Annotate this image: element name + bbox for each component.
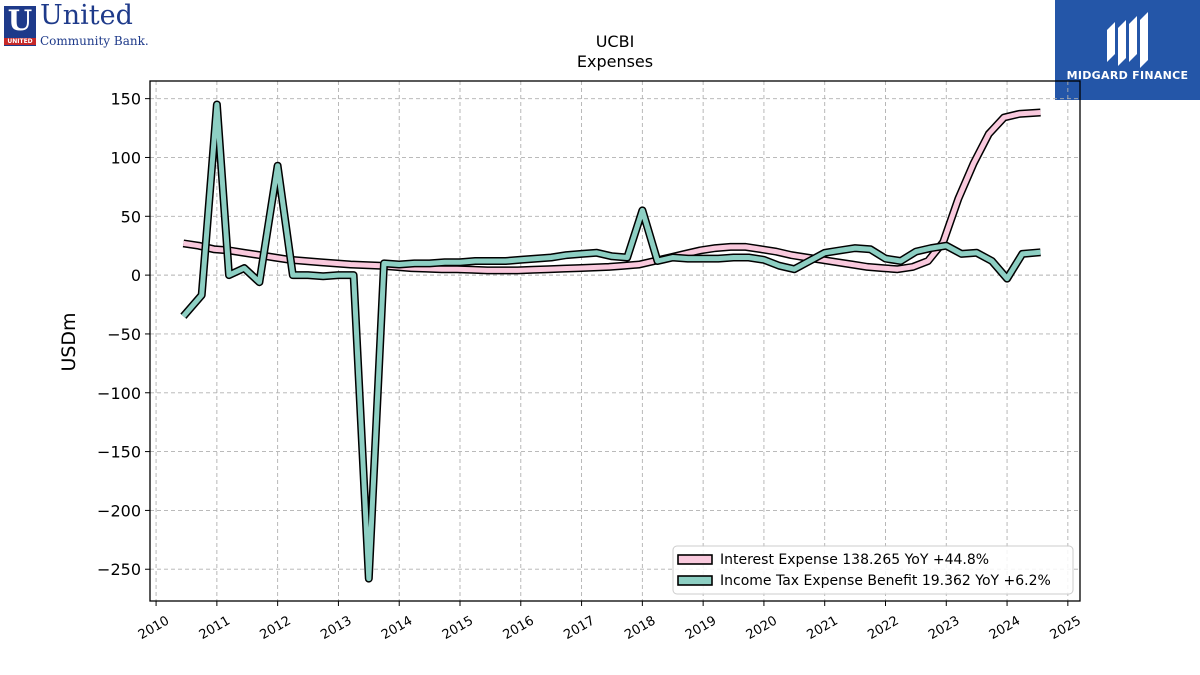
legend-box [672,545,1074,595]
x-tick-label: 2014 [379,613,415,643]
y-tick-label: −250 [97,560,141,579]
y-axis-label: USDm [58,312,80,371]
income-tax-expense-benefit-line-outline [180,100,1041,583]
midgard-finance-mark-icon [1107,12,1148,68]
y-tick-label: 50 [121,207,141,226]
chart-title: UCBI [596,32,635,51]
united-community-bank-logo: U UNITED United Community Bank. [4,0,164,48]
interest-expense-line [183,110,1041,273]
x-tick-label: 2017 [561,613,597,643]
x-tick-label: 2021 [805,613,841,643]
y-tick-label: 0 [131,266,141,285]
x-tick-label: 2019 [683,613,719,643]
x-tick-label: 2024 [987,613,1023,643]
x-tick-label: 2016 [501,613,537,643]
grid [150,81,1080,601]
legend-entry-label: Income Tax Expense Benefit 19.362 YoY +6… [720,573,1051,589]
y-tick-label: −200 [97,501,141,520]
midgard-finance-logo: MIDGARD FINANCE [1055,0,1200,100]
legend-swatch [677,575,713,586]
x-tick-label: 2023 [926,613,962,643]
x-tick-label: 2025 [1048,613,1084,643]
y-tick-label: −150 [97,443,141,462]
x-tick-label: 2022 [865,613,901,643]
united-logo-mark-sub: UNITED [4,38,36,45]
plot-frame [149,80,1081,602]
x-tick-label: 2011 [197,613,233,643]
legend-swatch [677,554,713,565]
x-tick-label: 2018 [622,613,658,643]
united-logo-tagline: Community Bank. [40,34,149,48]
y-tick-label: 100 [110,148,141,167]
y-tick-label: −50 [107,325,141,344]
midgard-finance-wordmark: MIDGARD FINANCE [1066,69,1189,82]
y-tick-label: 150 [110,90,141,109]
x-tick-label: 2012 [257,613,293,643]
x-tick-label: 2015 [440,613,476,643]
x-tick-label: 2013 [318,613,354,643]
chart-subtitle: Expenses [577,52,653,71]
united-logo-mark: U UNITED [4,6,36,46]
series-layer [180,100,1041,583]
x-tick-label: 2010 [136,613,172,643]
income-tax-expense-benefit-line [181,102,1041,582]
y-tick-label: −100 [97,384,141,403]
legend: Interest Expense 138.265 YoY +44.8% Incom… [672,545,1074,595]
legend-entry-label: Interest Expense 138.265 YoY +44.8% [720,552,989,568]
united-logo-name: United [40,0,133,31]
x-tick-label: 2020 [744,613,780,643]
interest-expense-line-outline [182,108,1041,275]
